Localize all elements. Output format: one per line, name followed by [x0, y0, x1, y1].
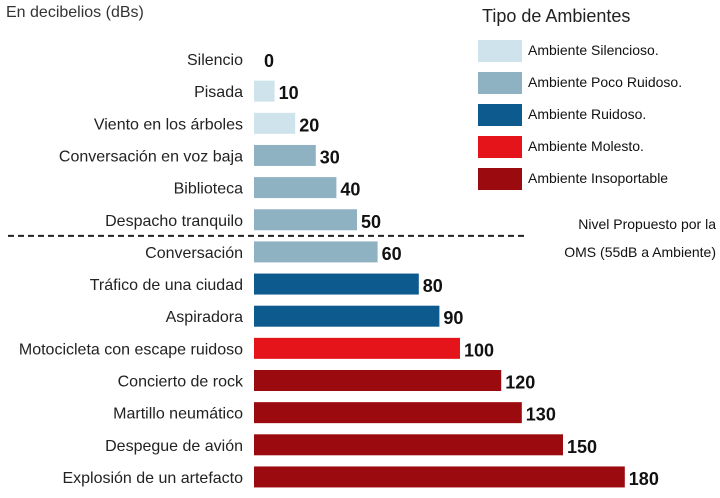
legend-swatch-insoportable [478, 168, 522, 190]
value-label: 0 [264, 51, 274, 71]
bar [254, 209, 357, 231]
category-label: Viento en los árboles [94, 116, 243, 133]
bar [254, 305, 440, 327]
legend-item-molesto: Ambiente Molesto. [478, 136, 718, 158]
bar [254, 466, 625, 488]
legend-item-insoportable: Ambiente Insoportable [478, 168, 718, 190]
bar [254, 80, 275, 102]
value-label: 30 [320, 147, 340, 167]
value-label: 100 [464, 340, 494, 360]
legend-label: Ambiente Insoportable [528, 170, 669, 186]
legend-label: Ambiente Molesto. [528, 138, 644, 154]
category-label: Pisada [194, 84, 243, 101]
value-label: 130 [526, 405, 556, 425]
legend-swatch-silencioso [478, 40, 522, 62]
legend-label: Ambiente Ruidoso. [528, 106, 647, 122]
value-label: 150 [567, 437, 597, 457]
legend-label: Ambiente Poco Ruidoso. [528, 74, 683, 90]
bar [254, 370, 502, 391]
value-label: 180 [629, 469, 659, 489]
legend-swatch-molesto [478, 136, 522, 158]
value-label: 10 [279, 83, 299, 103]
value-label: 60 [382, 244, 402, 264]
category-label: Conversación [145, 245, 243, 262]
category-label: Despacho tranquilo [105, 213, 243, 230]
legend-swatch-ruidoso [478, 104, 522, 126]
value-label: 20 [299, 115, 319, 135]
category-label: Concierto de rock [118, 374, 244, 391]
bar [254, 434, 563, 456]
who-note-line-1: Nivel Propuesto por la [578, 216, 716, 232]
value-label: 40 [340, 180, 360, 200]
bar [254, 241, 378, 263]
value-label: 50 [361, 212, 381, 232]
category-label: Biblioteca [174, 181, 243, 198]
category-label: Conversación en voz baja [59, 148, 243, 165]
legend-title: Tipo de Ambientes [482, 6, 631, 26]
category-label: Silencio [187, 52, 243, 69]
bar [254, 177, 337, 199]
legend-item-ruidoso: Ambiente Ruidoso. [478, 104, 718, 126]
category-label: Tráfico de una ciudad [90, 277, 243, 294]
who-note-line-2: OMS (55dB a Ambiente) [564, 244, 716, 260]
value-label: 90 [443, 308, 463, 328]
bar [254, 337, 460, 359]
legend-item-silencioso: Ambiente Silencioso. [478, 40, 718, 62]
category-label: Martillo neumático [113, 406, 243, 423]
value-label: 120 [505, 373, 535, 393]
value-label: 80 [423, 276, 443, 296]
legend-swatch-poco-ruidoso [478, 72, 522, 94]
bar [254, 273, 419, 295]
bar [254, 402, 522, 424]
category-label: Explosión de un artefacto [62, 470, 243, 487]
who-threshold-note: Nivel Propuesto por la OMS (55dB a Ambie… [530, 210, 716, 266]
legend-label: Ambiente Silencioso. [528, 42, 659, 58]
bar [254, 144, 316, 166]
category-label: Motocicleta con escape ruidoso [19, 341, 243, 358]
legend-item-poco-ruidoso: Ambiente Poco Ruidoso. [478, 72, 718, 94]
category-label: Despegue de avión [105, 438, 243, 455]
unit-label: En decibelios (dBs) [6, 4, 144, 21]
bar [254, 112, 296, 134]
category-label: Aspiradora [166, 309, 243, 326]
